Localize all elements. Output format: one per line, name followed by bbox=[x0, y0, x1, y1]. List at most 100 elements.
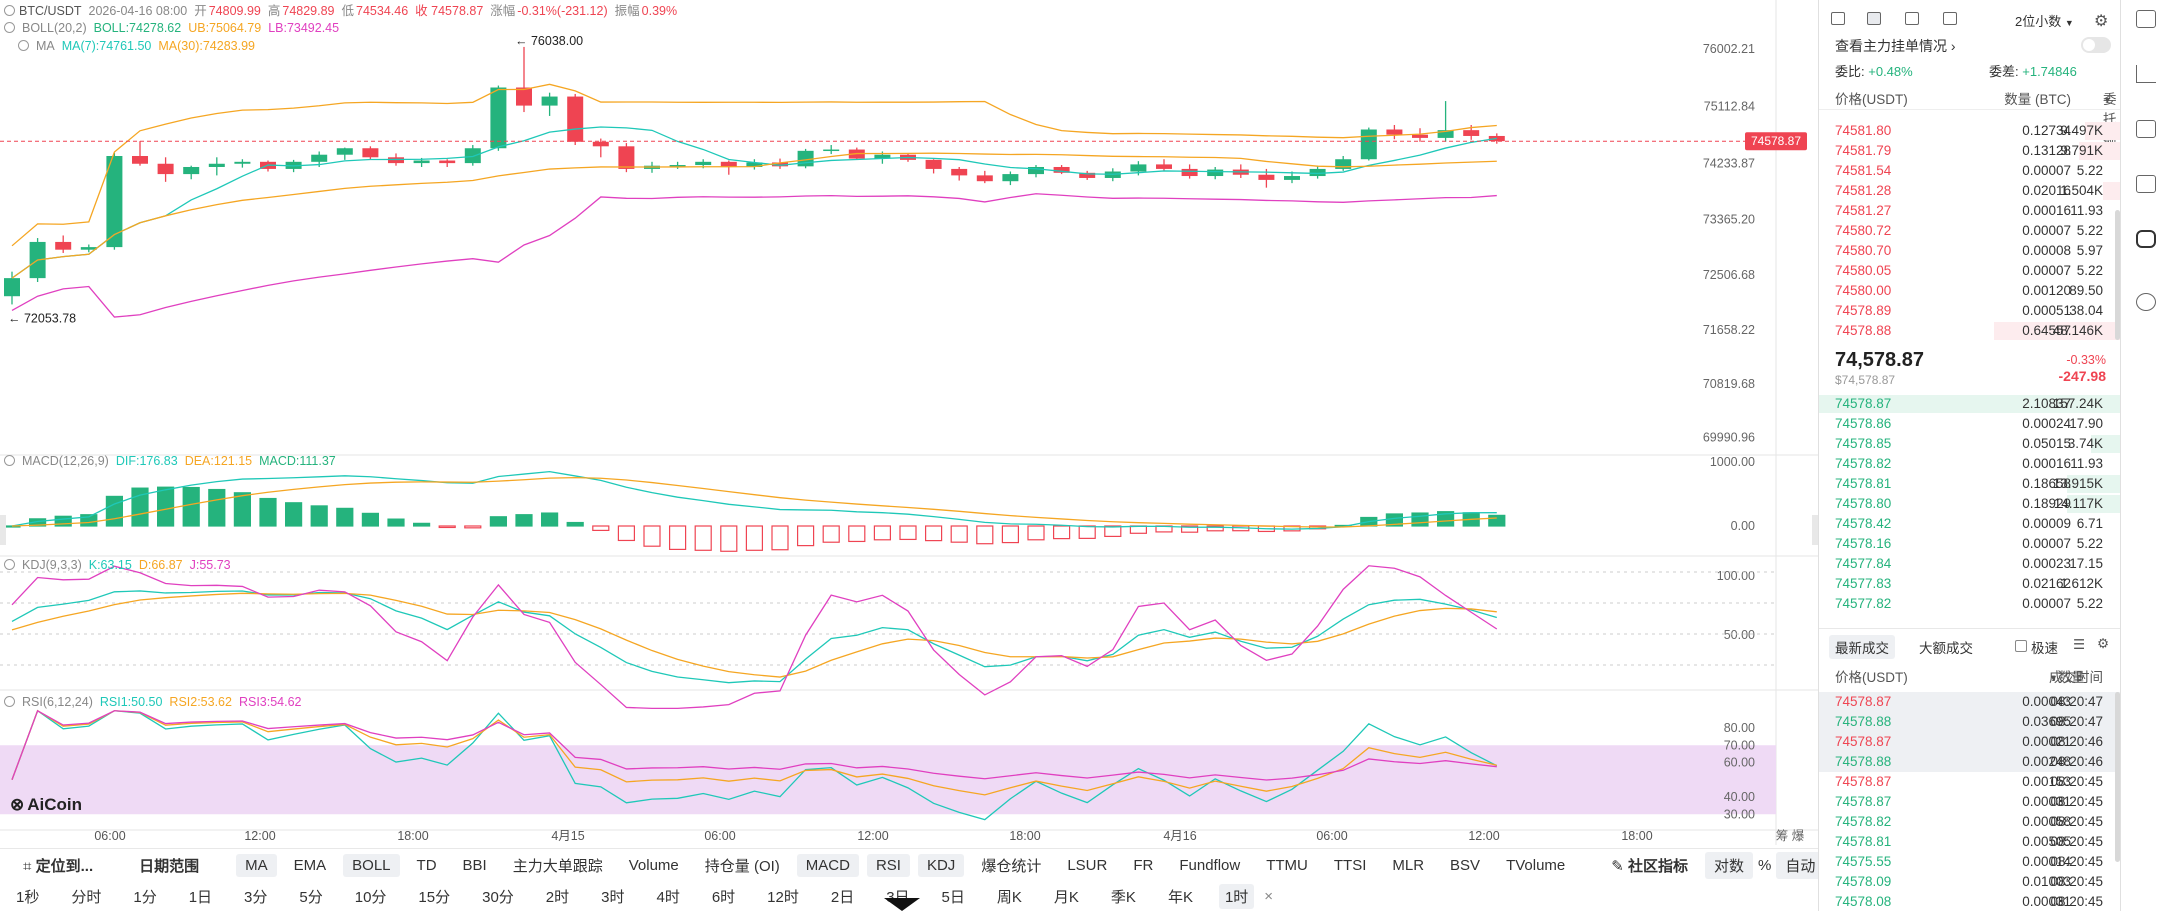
trade-row[interactable]: 74578.88 0.00248 08:20:46 bbox=[1819, 752, 2121, 772]
ask-row[interactable]: 74580.72 0.00007 5.22 bbox=[1819, 221, 2121, 241]
timeframe-7[interactable]: 15分 bbox=[418, 889, 451, 906]
trades-settings-icon[interactable]: ⚙ bbox=[2097, 636, 2110, 651]
timeframe-2[interactable]: 1分 bbox=[133, 889, 157, 906]
timeframe-14[interactable]: 2日 bbox=[830, 889, 855, 906]
bid-row[interactable]: 74578.81 0.18658 13.915K bbox=[1819, 474, 2121, 494]
trade-row[interactable]: 74578.08 0.00031 08:20:45 bbox=[1819, 892, 2121, 911]
trade-row[interactable]: 74578.87 0.00043 08:20:47 bbox=[1819, 692, 2121, 712]
eye-icon[interactable] bbox=[4, 455, 15, 466]
indicator-ema[interactable]: EMA bbox=[293, 857, 327, 874]
collapse-chevron-icon[interactable] bbox=[884, 898, 920, 911]
wallet-icon[interactable] bbox=[2136, 10, 2156, 28]
ask-row[interactable]: 74580.00 0.00120 89.50 bbox=[1819, 281, 2121, 301]
indicator-item-11[interactable]: 爆仓统计 bbox=[981, 858, 1042, 875]
indicator-rsi[interactable]: RSI bbox=[866, 854, 910, 877]
timeframe-12[interactable]: 6时 bbox=[711, 889, 736, 906]
book-asks-icon[interactable] bbox=[1943, 12, 1957, 25]
timeframe-4[interactable]: 3分 bbox=[244, 889, 268, 906]
settings-icon[interactable]: ⚙ bbox=[2094, 13, 2109, 30]
timeframe-3[interactable]: 1日 bbox=[188, 889, 213, 906]
boll-legend[interactable]: BOLL(20,2) BOLL:74278.62 UB:75064.79 LB:734… bbox=[4, 20, 346, 36]
indicator-macd[interactable]: MACD bbox=[796, 854, 859, 877]
bid-row[interactable]: 74578.87 2.10837 157.24K bbox=[1819, 394, 2121, 414]
indicator-bsv[interactable]: BSV bbox=[1450, 857, 1481, 874]
timeframe-19[interactable]: 季K bbox=[1110, 889, 1136, 906]
ask-row[interactable]: 74580.05 0.00007 5.22 bbox=[1819, 261, 2121, 281]
bell-icon[interactable] bbox=[4, 5, 15, 16]
timeframe-9[interactable]: 2时 bbox=[545, 889, 570, 906]
indicator-ttmu[interactable]: TTMU bbox=[1266, 857, 1308, 874]
indicator-boll[interactable]: BOLL bbox=[343, 854, 400, 877]
news-icon[interactable] bbox=[2136, 175, 2156, 193]
eye-icon[interactable] bbox=[4, 696, 15, 707]
trade-row[interactable]: 74578.09 0.01003 08:20:45 bbox=[1819, 872, 2121, 892]
bid-row[interactable]: 74577.84 0.00023 17.15 bbox=[1819, 554, 2121, 574]
filter-icon[interactable]: ☰ bbox=[2073, 637, 2086, 652]
main-orders-toggle[interactable] bbox=[2081, 37, 2111, 53]
bid-row[interactable]: 74578.86 0.00024 17.90 bbox=[1819, 414, 2121, 434]
ask-row[interactable]: 74581.28 0.02016 1.504K bbox=[1819, 181, 2121, 201]
timeframe-8[interactable]: 30分 bbox=[482, 889, 514, 906]
bid-row[interactable]: 74578.80 0.18929 14.117K bbox=[1819, 494, 2121, 514]
timeframe-5[interactable]: 5分 bbox=[299, 889, 323, 906]
date-range-button[interactable]: 日期范围 bbox=[139, 858, 200, 875]
indicator-td[interactable]: TD bbox=[416, 857, 437, 874]
ask-row[interactable]: 74581.80 0.12734 9.497K bbox=[1819, 121, 2121, 141]
eye-icon[interactable] bbox=[18, 40, 29, 51]
indicator-lsur[interactable]: LSUR bbox=[1067, 857, 1108, 874]
indicator-mlr[interactable]: MLR bbox=[1392, 857, 1425, 874]
percent-button[interactable]: % bbox=[1758, 857, 1772, 874]
trade-row[interactable]: 74578.87 0.00021 08:20:46 bbox=[1819, 732, 2121, 752]
community-indicators-button[interactable]: ✎ 社区指标 bbox=[1611, 858, 1689, 875]
bid-row[interactable]: 74578.85 0.05015 3.74K bbox=[1819, 434, 2121, 454]
indicator-bbi[interactable]: BBI bbox=[462, 857, 487, 874]
trades-scrollbar[interactable] bbox=[2115, 692, 2120, 862]
timeframe-21[interactable]: 1时 bbox=[1218, 884, 1255, 909]
auto-scale-button[interactable]: 自动 bbox=[1776, 852, 1825, 879]
ask-row[interactable]: 74578.89 0.00051 38.04 bbox=[1819, 301, 2121, 321]
trade-row[interactable]: 74578.81 0.00505 08:20:45 bbox=[1819, 832, 2121, 852]
ask-row[interactable]: 74581.54 0.00007 5.22 bbox=[1819, 161, 2121, 181]
bid-row[interactable]: 74577.83 0.02162 1.612K bbox=[1819, 574, 2121, 594]
ma-legend[interactable]: MA MA(7):74761.50 MA(30):74283.99 bbox=[18, 38, 262, 54]
timeframe-6[interactable]: 10分 bbox=[354, 889, 387, 906]
trade-row[interactable]: 74578.87 0.00153 08:20:45 bbox=[1819, 772, 2121, 792]
signal-icon[interactable] bbox=[2136, 293, 2156, 311]
indicator-tvolume[interactable]: TVolume bbox=[1506, 857, 1566, 874]
timeframe-11[interactable]: 4时 bbox=[656, 889, 680, 906]
chart-canvas[interactable]: 76002.21 75112.84 74233.87 73365.20 72506.68… bbox=[0, 0, 1818, 845]
timeframe-1[interactable]: 分时 bbox=[71, 889, 102, 906]
bid-row[interactable]: 74578.16 0.00007 5.22 bbox=[1819, 534, 2121, 554]
timeframe-16[interactable]: 5日 bbox=[941, 889, 965, 906]
ask-row[interactable]: 74580.70 0.00008 5.97 bbox=[1819, 241, 2121, 261]
eye-icon[interactable] bbox=[4, 22, 15, 33]
ask-row[interactable]: 74581.27 0.00016 11.93 bbox=[1819, 201, 2121, 221]
chart-line-icon[interactable] bbox=[2136, 65, 2156, 83]
fast-checkbox[interactable] bbox=[2015, 640, 2027, 652]
decimals-select[interactable]: 2位小数 ▼ bbox=[2015, 14, 2074, 29]
indicator-oi[interactable]: 持仓量 (OI) bbox=[704, 858, 780, 875]
kline-chart[interactable]: 76002.21 75112.84 74233.87 73365.20 72506.68… bbox=[0, 0, 1818, 845]
timeframe-13[interactable]: 12时 bbox=[767, 889, 799, 906]
rsi-legend[interactable]: RSI(6,12,24) RSI1:50.50 RSI2:53.62 RSI3:54.… bbox=[4, 694, 309, 710]
collapse-right-handle[interactable] bbox=[1812, 515, 1818, 545]
scrollbar[interactable] bbox=[2115, 210, 2120, 340]
timeframe-10[interactable]: 3时 bbox=[601, 889, 625, 906]
ask-row[interactable]: 74581.79 0.13128 9.791K bbox=[1819, 141, 2121, 161]
indicator-fundflow[interactable]: Fundflow bbox=[1179, 857, 1241, 874]
indicator-volume[interactable]: Volume bbox=[628, 857, 679, 874]
indicator-kdj[interactable]: KDJ bbox=[917, 854, 965, 877]
trade-row[interactable]: 74578.88 0.03695 08:20:47 bbox=[1819, 712, 2121, 732]
indicator-ma[interactable]: MA bbox=[236, 854, 277, 877]
indicator-item-5[interactable]: 主力大单跟踪 bbox=[512, 858, 603, 875]
ask-row[interactable]: 74578.88 0.64557 48.146K bbox=[1819, 321, 2121, 341]
timeframe-20[interactable]: 年K bbox=[1167, 889, 1193, 906]
tab-latest-trades[interactable]: 最新成交 bbox=[1829, 635, 1895, 659]
timeframe-18[interactable]: 月K bbox=[1053, 889, 1079, 906]
log-scale-button[interactable]: 对数 bbox=[1705, 852, 1754, 879]
bid-row[interactable]: 74578.42 0.00009 6.71 bbox=[1819, 514, 2121, 534]
close-timeframe-button[interactable]: × bbox=[1264, 888, 1274, 905]
locate-button[interactable]: ⌗ 定位到... bbox=[23, 858, 94, 875]
book-both-icon[interactable] bbox=[1867, 12, 1881, 25]
indicator-ttsi[interactable]: TTSI bbox=[1333, 857, 1367, 874]
